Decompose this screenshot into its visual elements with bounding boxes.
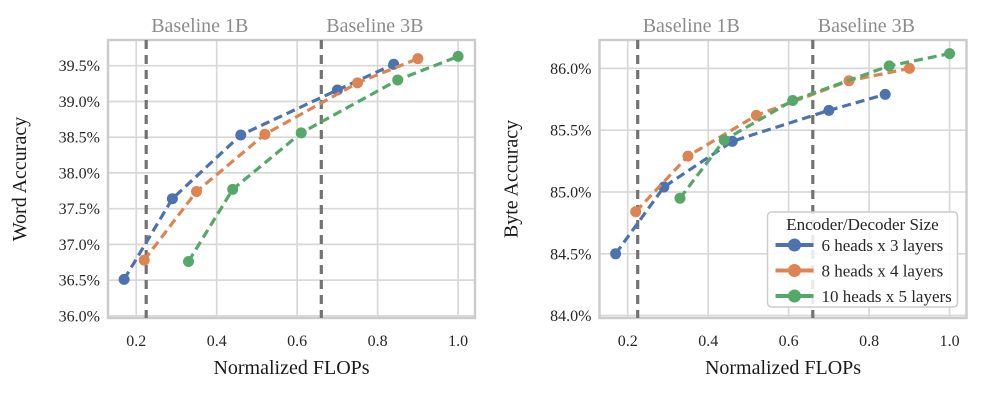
legend-entry-label: 8 heads x 4 layers <box>822 262 944 281</box>
plot-frame <box>106 38 477 320</box>
baseline-label: Baseline 1B <box>643 15 740 37</box>
data-point <box>183 256 194 267</box>
series-line-3 <box>678 52 950 200</box>
legend-marker-point <box>788 264 801 277</box>
x-tick-label: 0.4 <box>207 333 227 350</box>
chart-background <box>0 0 491 401</box>
data-point <box>674 192 686 204</box>
data-point <box>944 48 956 60</box>
data-point <box>452 50 464 62</box>
legend-title: Encoder/Decoder Size <box>786 215 938 234</box>
x-tick-label: 0.6 <box>287 333 307 350</box>
baseline-label: Baseline 3B <box>818 15 915 37</box>
y-tick-label: 85.0% <box>550 185 591 202</box>
y-tick-label: 36.5% <box>59 273 100 290</box>
x-tick-label: 1.0 <box>448 333 468 350</box>
legend-marker-point <box>788 238 801 252</box>
word-accuracy-chart: Baseline 1B Baseline 3B 0.2 0.4 0.6 0.8 1.0 36.… <box>0 0 491 401</box>
data-point <box>883 60 895 72</box>
y-tick-label: 85.5% <box>550 123 591 140</box>
data-point <box>392 74 404 86</box>
baseline-label: Baseline 1B <box>151 15 248 37</box>
y-tick-label: 36.0% <box>59 308 100 325</box>
y-tick-label: 86.0% <box>550 61 591 78</box>
x-tick-label: 0.2 <box>126 333 146 350</box>
data-point <box>823 104 835 116</box>
x-tick-label: 0.2 <box>618 333 638 350</box>
chart-background <box>491 0 983 401</box>
y-tick-label: 37.0% <box>59 237 100 254</box>
data-point <box>718 134 730 146</box>
y-tick-label: 84.5% <box>550 246 591 263</box>
data-point <box>295 127 307 139</box>
legend-entry-label: 6 heads x 3 layers <box>822 236 944 255</box>
data-point <box>352 77 363 89</box>
data-point <box>331 84 343 96</box>
byte-accuracy-chart: Baseline 1B Baseline 3B 0.2 0.4 0.6 0.8 1.0 84.… <box>491 0 983 401</box>
series-line-1 <box>614 92 886 255</box>
data-point <box>227 183 239 195</box>
x-tick-label: 0.8 <box>859 333 879 350</box>
data-point <box>118 273 130 285</box>
data-point <box>235 129 247 141</box>
y-axis-label: Word Accuracy <box>9 117 31 241</box>
data-point <box>658 181 670 193</box>
plot-frame <box>598 38 968 320</box>
data-point <box>903 62 915 74</box>
data-point <box>610 248 622 260</box>
x-axis-label: Normalized FLOPs <box>705 357 861 379</box>
data-point <box>682 150 694 162</box>
legend-marker-point <box>788 289 801 303</box>
data-point <box>166 193 178 205</box>
data-point <box>630 206 642 218</box>
y-tick-label: 38.0% <box>59 165 100 182</box>
y-tick-label: 38.5% <box>59 130 100 147</box>
data-point <box>787 95 799 106</box>
y-tick-label: 37.5% <box>59 201 100 218</box>
legend-box <box>766 211 959 308</box>
data-point <box>191 186 202 197</box>
x-tick-label: 0.6 <box>779 333 799 350</box>
y-tick-label: 39.0% <box>59 94 100 111</box>
data-point <box>259 128 271 140</box>
x-tick-label: 0.4 <box>698 333 718 350</box>
data-point <box>412 53 424 65</box>
x-tick-label: 1.0 <box>940 333 960 350</box>
y-tick-label: 39.5% <box>59 58 100 75</box>
data-point <box>879 88 891 100</box>
x-axis-label: Normalized FLOPs <box>213 357 369 379</box>
baseline-label: Baseline 3B <box>326 15 423 37</box>
y-axis-label: Byte Accuracy <box>501 120 523 238</box>
data-point <box>138 254 150 266</box>
legend-entry-label: 10 heads x 5 layers <box>822 287 952 306</box>
x-tick-label: 0.8 <box>368 333 388 350</box>
y-tick-label: 84.0% <box>550 308 591 325</box>
